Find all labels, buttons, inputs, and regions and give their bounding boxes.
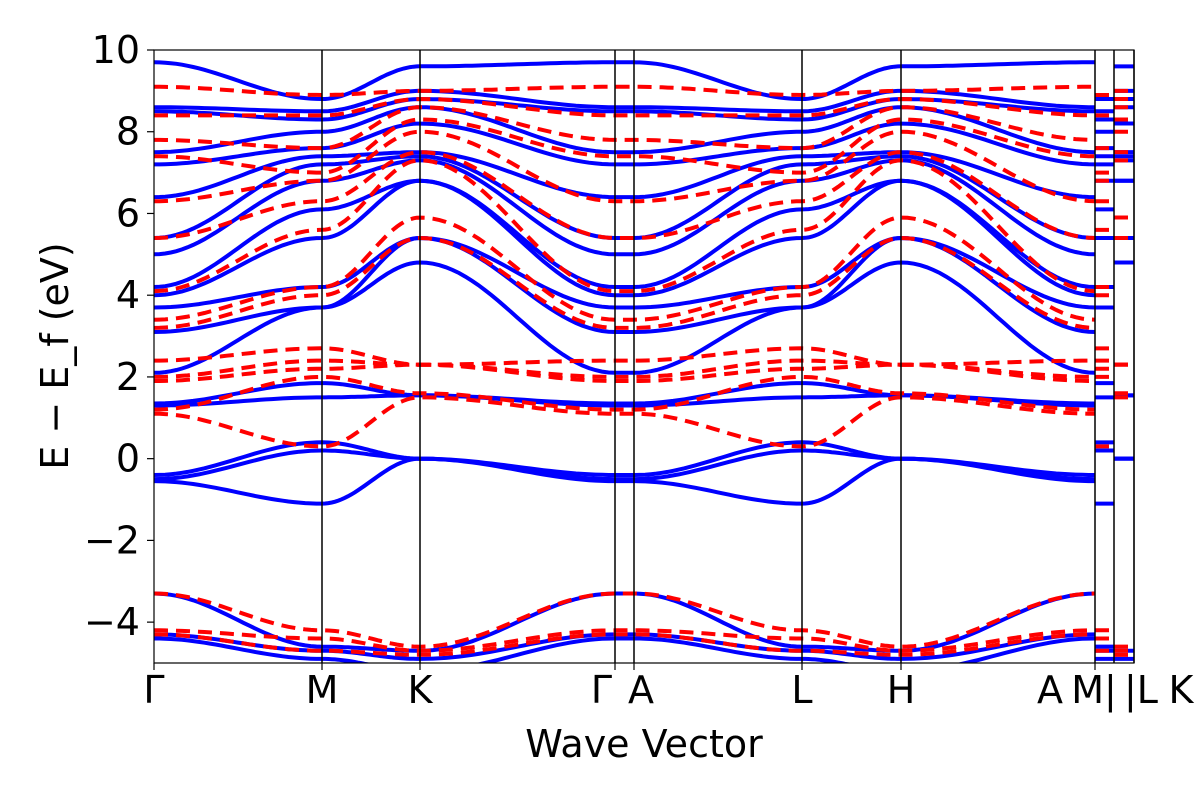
x-tick-label: M <box>306 668 339 712</box>
band-tail-segment <box>1095 158 1134 232</box>
red-dashed-band <box>154 591 1096 649</box>
blue-solid-band <box>154 440 1095 477</box>
red-dashed-band <box>154 374 1095 412</box>
blue-solid-band <box>154 260 1096 375</box>
y-tick-label: 6 <box>116 191 140 235</box>
blue-solid-band <box>154 381 1095 406</box>
x-tick-label: Γ <box>143 668 164 712</box>
y-tick-label: 8 <box>116 110 140 154</box>
y-tick-label: 4 <box>116 273 140 317</box>
band-tail-segment <box>1095 117 1134 175</box>
x-tick-label: A <box>628 668 654 712</box>
x-tick-label: L <box>791 668 812 712</box>
band-tail-segment <box>1095 178 1134 212</box>
red-dashed-band <box>154 632 1095 657</box>
blue-solid-band <box>154 150 1096 200</box>
red-dashed-band <box>154 105 1096 151</box>
x-tick-label: H <box>887 668 916 712</box>
bands-layer <box>154 60 1134 663</box>
band-tail-segment <box>1095 636 1134 653</box>
band-tail-segment <box>1095 346 1134 367</box>
x-tick-label: Γ <box>591 668 612 712</box>
red-dashed-band <box>154 395 1095 449</box>
band-tail-segment <box>1095 88 1134 97</box>
band-tail-segment <box>1095 150 1134 204</box>
band-tail-segment <box>1095 656 1114 661</box>
band-tail-segment <box>1095 97 1134 118</box>
y-tick-label: 2 <box>116 355 140 399</box>
y-tick-label: −2 <box>84 518 140 562</box>
red-dashed-band <box>154 129 1096 204</box>
red-dashed-band <box>154 96 1096 118</box>
band-tail-segment <box>1095 154 1134 167</box>
plot-frame <box>153 49 1135 664</box>
red-dashed-band <box>154 628 1096 653</box>
red-dashed-band <box>154 346 1095 367</box>
band-tail-segment <box>1095 440 1134 461</box>
x-tick-label: K <box>408 668 434 712</box>
kpoint-dividers <box>321 50 1135 663</box>
y-tick-label: 10 <box>92 28 140 72</box>
red-dashed-band <box>154 158 1096 294</box>
band-tail-segment <box>1095 129 1134 183</box>
blue-solid-band <box>154 60 1095 101</box>
x-axis: Γ M K Γ A L H A M| |L K <box>143 663 1195 713</box>
band-tail-segment <box>1095 374 1134 396</box>
band-tail-segment <box>1095 395 1134 449</box>
x-tick-label: K <box>1169 668 1195 712</box>
band-tail-segment <box>1095 648 1134 657</box>
band-tail-segment <box>1095 105 1134 151</box>
band-tail-segment <box>1095 215 1134 290</box>
blue-solid-band <box>154 178 1096 289</box>
x-axis-label: Wave Vector <box>525 722 763 766</box>
y-tick-label: −4 <box>84 600 140 644</box>
blue-solid-band <box>154 636 1096 663</box>
x-tick-label: |L <box>1124 668 1158 713</box>
red-dashed-band <box>154 150 1096 240</box>
band-tail-segment <box>1095 64 1134 102</box>
blue-solid-band <box>154 456 1095 506</box>
red-dashed-band <box>154 117 1096 175</box>
band-tail-segment <box>1095 381 1134 398</box>
x-tick-label: M| <box>1071 668 1117 713</box>
red-dashed-band <box>154 215 1096 322</box>
red-dashed-band <box>154 235 1096 330</box>
blue-solid-band <box>154 591 1096 653</box>
y-tick-label: 0 <box>116 437 140 481</box>
band-tail-segment <box>1095 628 1134 649</box>
band-tail-segment <box>1095 235 1134 298</box>
y-axis: 10 8 6 4 2 0 −2 −4 <box>84 28 154 644</box>
y-axis-label: E − E_f (eV) <box>33 242 77 470</box>
red-dashed-band <box>154 84 1095 98</box>
x-tick-label: A <box>1037 668 1063 712</box>
